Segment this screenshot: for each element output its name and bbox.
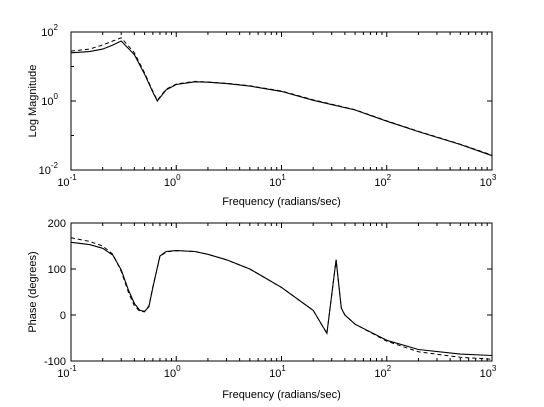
magnitude-x-tick-label: 100 — [164, 173, 181, 189]
phase-x-tick-label: 100 — [164, 364, 181, 380]
magnitude-y-axis-label: Log Magnitude — [27, 65, 39, 138]
magnitude-plot: 10-1 100 101 102 103 10-2 100 102 Frequency (rad… — [27, 23, 497, 208]
magnitude-x-tick-label: 103 — [480, 173, 497, 189]
magnitude-axes-frame — [70, 31, 493, 171]
magnitude-x-axis-label: Frequency (radians/sec) — [222, 196, 341, 208]
phase-x-tick-label: 101 — [269, 364, 286, 380]
magnitude-y-tick-label: 102 — [41, 23, 58, 39]
phase-y-tick-label: 200 — [48, 218, 66, 230]
magnitude-y-tick-label: 100 — [41, 92, 58, 108]
phase-x-tick-label: 102 — [374, 364, 391, 380]
phase-series-dashed — [70, 237, 493, 360]
phase-x-tick-label: 103 — [480, 364, 497, 380]
phase-y-tick-label: 100 — [48, 264, 66, 276]
magnitude-x-tick-label: 101 — [269, 173, 286, 189]
phase-y-tick-label: -100 — [44, 356, 66, 368]
magnitude-series-solid — [70, 40, 493, 157]
phase-y-tick-label: 0 — [60, 310, 66, 322]
phase-axes-frame — [70, 222, 493, 362]
magnitude-y-tick-label: 10-2 — [39, 161, 59, 177]
phase-y-axis-label: Phase (degrees) — [27, 251, 39, 332]
magnitude-x-tick-label: 10-1 — [57, 173, 77, 189]
magnitude-x-tick-label: 102 — [374, 173, 391, 189]
phase-x-axis-label: Frequency (radians/sec) — [222, 389, 341, 401]
